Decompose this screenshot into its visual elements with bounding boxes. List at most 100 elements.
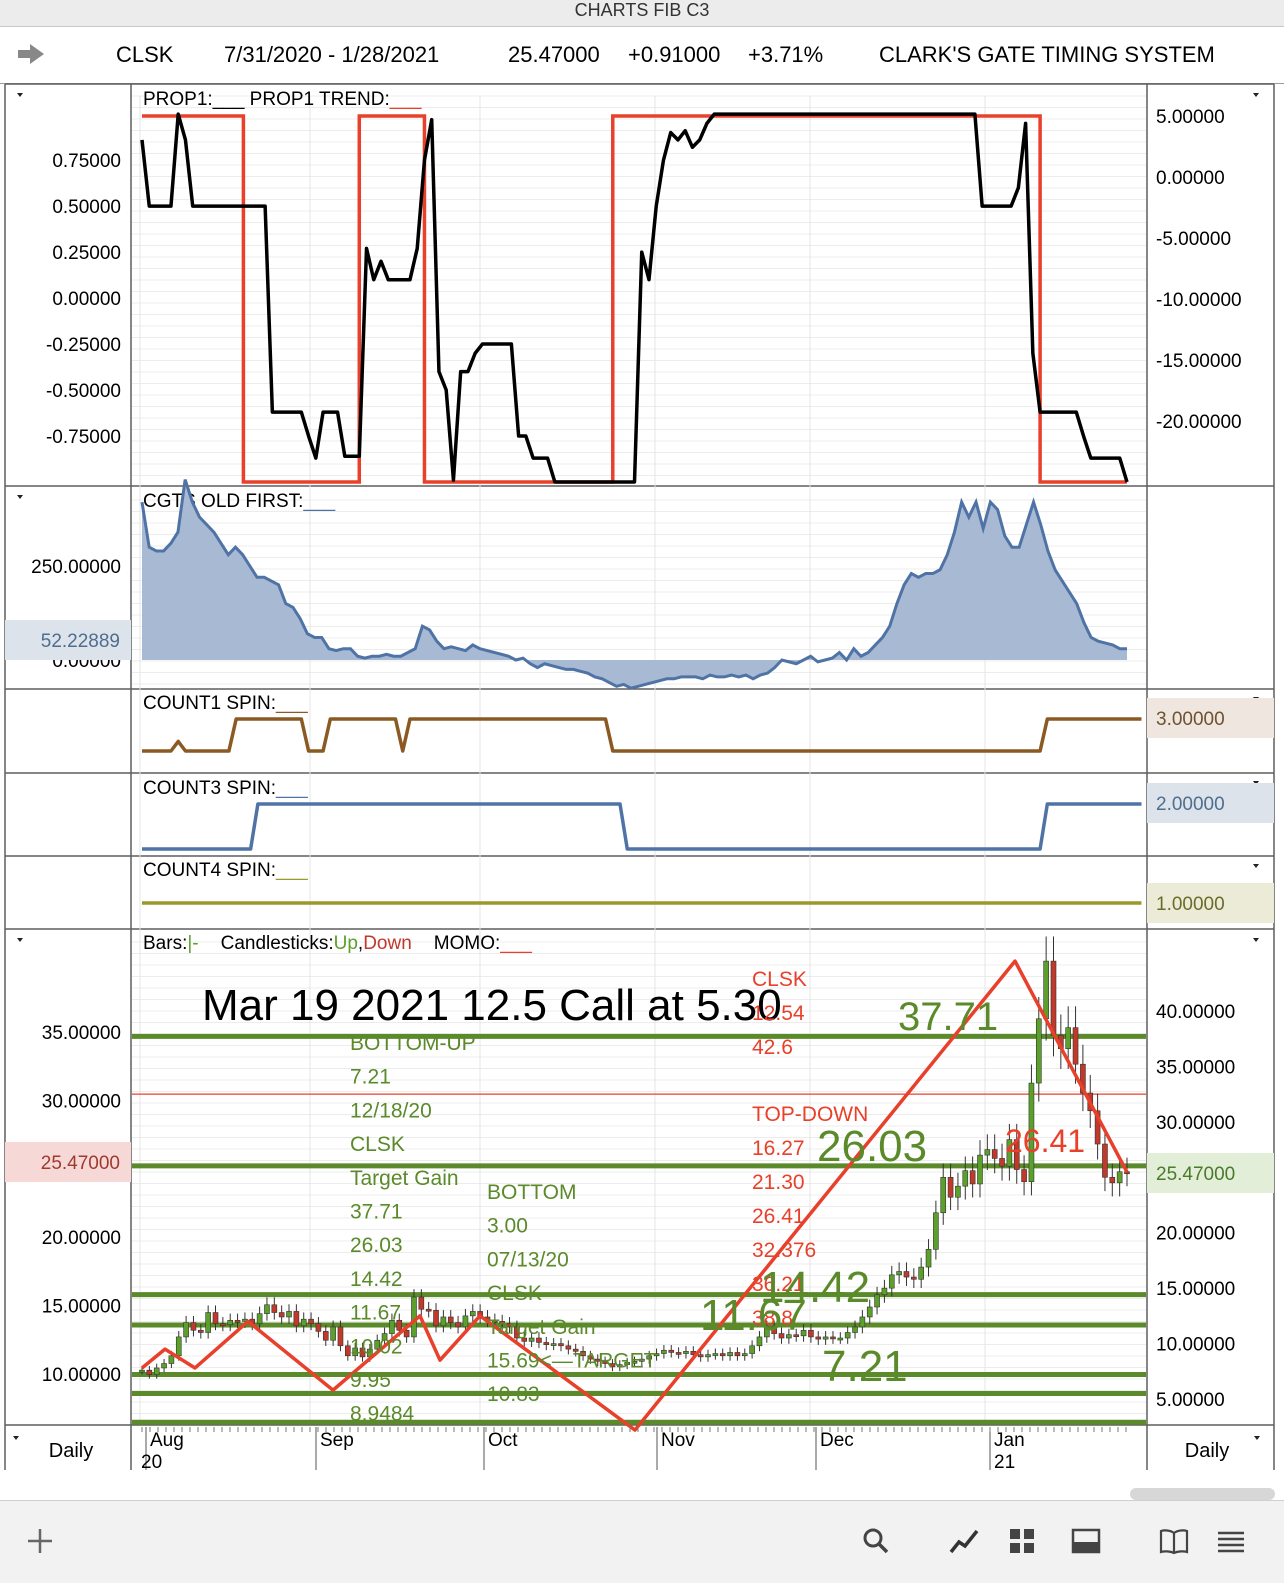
top-down-line: 16.27 [752,1137,805,1160]
candle-body [425,1308,432,1312]
candle-body [220,1323,226,1326]
candle-body [1035,1018,1042,1084]
bottom-toolbar [0,1500,1284,1583]
momo-line [140,959,1129,1432]
candle-body [1065,1027,1071,1049]
time-axis: Aug Sep Oct Nov Dec Jan 20 21 [141,1427,1127,1473]
count4-value-badge [1147,883,1274,923]
bottom-line: CLSK [487,1282,542,1305]
candle-body [984,1149,991,1156]
interval-label-left[interactable]: Daily [49,1440,93,1462]
prop1-right-tick: 0.00000 [1156,168,1225,189]
system-name: CLARK'S GATE TIMING SYSTEM [879,42,1215,67]
price-left-tick: 35.00000 [42,1023,121,1044]
candle-body [962,1170,969,1187]
collapse-arrow-icon[interactable] [17,93,23,97]
collapse-arrow-icon[interactable] [1254,1436,1260,1440]
interval-label-right[interactable]: Daily [1185,1440,1229,1462]
candle-body [925,1249,932,1268]
month-label: Sep [320,1430,354,1451]
price-left-tick: 15.00000 [42,1297,121,1318]
line-chart-icon[interactable] [948,1525,980,1557]
big-level-label: 11.67 [700,1291,807,1340]
candle-body [300,1318,307,1327]
list-icon[interactable] [1215,1525,1247,1557]
panel-icon[interactable] [1070,1525,1102,1557]
horizontal-scrollbar[interactable] [1130,1488,1275,1500]
candle-body [1116,1171,1123,1184]
candle-body [352,1347,358,1357]
candle-body [411,1296,417,1338]
bottom-line: 15.69<—TARGET [487,1350,657,1373]
price-right-current: 25.47000 [1156,1164,1235,1185]
candle-body [888,1274,895,1289]
clsk-top-line: 42.6 [752,1036,793,1059]
candle-body [918,1266,924,1280]
collapse-arrow-icon[interactable] [17,938,23,942]
collapse-arrow-icon[interactable] [17,495,23,499]
price-left-tick: 30.00000 [42,1091,121,1112]
collapse-arrow-icon[interactable] [1253,93,1259,97]
candle-body [1072,1027,1079,1065]
candle-body [741,1353,748,1357]
bottom-line: 07/13/20 [487,1248,569,1271]
collapse-arrow-icon[interactable] [1253,938,1259,942]
count3-legend: COUNT3 SPIN:___ [143,778,308,799]
candle-body [771,1326,777,1334]
candle-body [683,1351,689,1354]
price-right-tick: 5.00000 [1156,1390,1225,1411]
price-change-pct: +3.71% [748,42,824,67]
book-icon[interactable] [1158,1525,1190,1557]
bottom-up-line: 37.71 [350,1201,403,1224]
candle-body [602,1361,608,1364]
candle-body [403,1329,410,1338]
plus-icon[interactable] [24,1525,56,1557]
candle-body [308,1318,314,1324]
arrow-right-icon[interactable] [16,41,46,67]
collapse-arrow-icon[interactable] [13,1436,19,1440]
big-level-label: 26.41 [1005,1123,1085,1159]
candle-body [315,1323,322,1332]
candle-body [293,1311,300,1327]
candle-body [205,1312,211,1333]
candle-body [521,1337,528,1342]
last-price: 25.47000 [508,42,600,67]
bottom-line: 3.00 [487,1215,528,1238]
collapse-arrow-icon[interactable] [1253,864,1259,868]
candle-body [1102,1143,1108,1178]
grid-icon[interactable] [1006,1525,1038,1557]
chart-area[interactable]: PROP1:___ PROP1 TREND:___ 0.75000 0.50000… [0,0,1284,1500]
bottom-line: Target Gain [487,1316,596,1339]
candle-body [727,1352,733,1357]
candle-body [146,1369,153,1375]
bottom-up-line: 11.67 [350,1302,401,1325]
candle-body [778,1333,785,1339]
candle-body [705,1354,711,1358]
price-right-tick: 30.00000 [1156,1113,1235,1134]
month-label: Nov [661,1430,695,1451]
candle-body [830,1336,836,1340]
count1-plot [142,717,1142,753]
candle-body [999,1158,1005,1167]
candle-body [616,1364,623,1368]
bottom-up-line: CLSK [350,1133,405,1156]
prop1-left-tick: -0.75000 [46,427,121,448]
clsk-top-line: CLSK [752,968,807,991]
candle-body [653,1353,660,1357]
symbol-label: CLSK [116,42,174,67]
bottom-up-line: 12/18/20 [350,1099,432,1122]
candle-body [911,1276,917,1280]
prop1-right-tick: -15.00000 [1156,351,1242,372]
candle-body [168,1355,175,1364]
count3-plot [142,802,1142,851]
count3-current-value: 2.00000 [1156,794,1225,815]
candle-body [594,1358,601,1362]
prop1-line [140,112,1129,484]
candle-body [572,1348,579,1352]
candle-body [389,1319,395,1334]
search-icon[interactable] [860,1525,892,1557]
candle-body [558,1343,564,1347]
prop1-right-tick: 5.00000 [1156,107,1225,128]
candle-body [1006,1139,1013,1167]
candle-body [153,1367,160,1375]
